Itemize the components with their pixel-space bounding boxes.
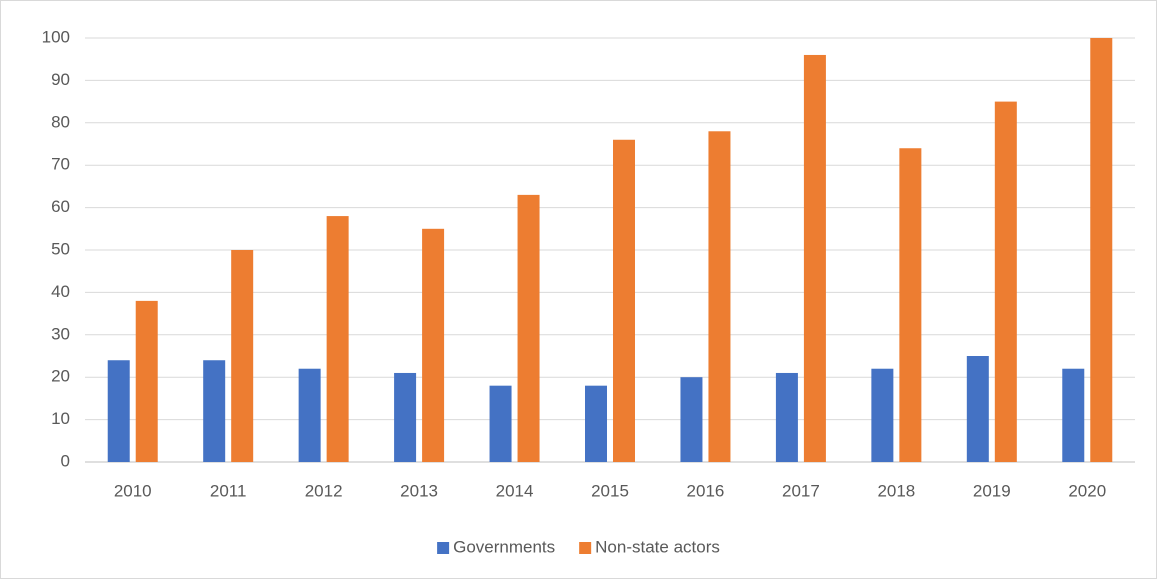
bar bbox=[613, 139, 635, 462]
y-tick-label: 0 bbox=[61, 451, 70, 470]
bar bbox=[871, 368, 894, 462]
bar bbox=[326, 216, 349, 462]
x-tick-label: 2011 bbox=[210, 481, 247, 500]
x-tick-label: 2016 bbox=[687, 481, 725, 500]
x-tick-label: 2020 bbox=[1068, 481, 1106, 500]
x-tick-label: 2015 bbox=[591, 481, 629, 500]
y-tick-label: 20 bbox=[51, 367, 70, 386]
bar bbox=[585, 385, 607, 462]
bar bbox=[203, 360, 226, 462]
x-tick-label: 2018 bbox=[877, 481, 915, 500]
bar bbox=[517, 194, 540, 462]
y-tick-label: 10 bbox=[51, 409, 70, 428]
x-tick-label: 2013 bbox=[400, 481, 438, 500]
bar bbox=[135, 300, 158, 462]
x-tick-label: 2014 bbox=[496, 481, 534, 500]
bar bbox=[775, 372, 798, 462]
bar bbox=[422, 228, 445, 462]
x-tick-label: 2019 bbox=[973, 481, 1011, 500]
y-tick-label: 50 bbox=[51, 239, 70, 258]
bar bbox=[394, 372, 417, 462]
bar bbox=[899, 148, 922, 463]
bar bbox=[489, 385, 512, 462]
bar bbox=[708, 131, 731, 462]
y-tick-label: 30 bbox=[51, 324, 70, 343]
y-tick-label: 100 bbox=[42, 27, 70, 46]
y-tick-label: 80 bbox=[51, 112, 70, 131]
y-tick-label: 90 bbox=[51, 70, 70, 89]
bar bbox=[994, 101, 1017, 462]
bar bbox=[1062, 368, 1085, 462]
y-tick-label: 60 bbox=[51, 197, 70, 216]
bar bbox=[107, 360, 130, 462]
bar bbox=[298, 368, 321, 462]
legend-label: Governments bbox=[453, 537, 555, 556]
bar bbox=[966, 356, 989, 462]
bar bbox=[231, 250, 254, 462]
bar bbox=[680, 377, 703, 462]
x-tick-label: 2012 bbox=[305, 481, 343, 500]
x-tick-label: 2010 bbox=[114, 481, 152, 500]
y-tick-label: 70 bbox=[51, 155, 70, 174]
legend-swatch bbox=[437, 542, 450, 554]
legend-label: Non-state actors bbox=[595, 537, 720, 556]
bar bbox=[803, 54, 826, 463]
y-tick-label: 40 bbox=[51, 282, 70, 301]
x-tick-label: 2017 bbox=[782, 481, 820, 500]
bar bbox=[1090, 38, 1113, 462]
legend-swatch bbox=[579, 542, 592, 554]
